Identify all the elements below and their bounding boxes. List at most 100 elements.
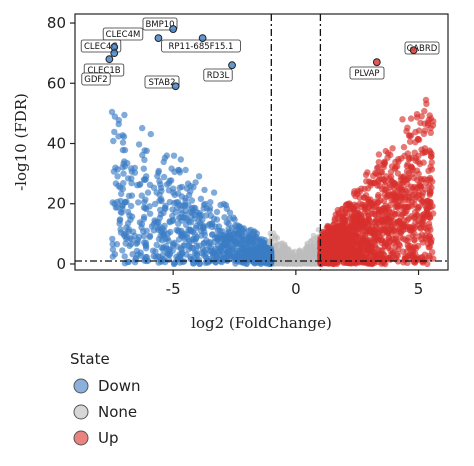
point-down xyxy=(244,253,252,261)
point-none xyxy=(295,251,302,258)
labeled-point-plvap xyxy=(372,58,381,67)
point-down xyxy=(146,232,154,240)
point-down xyxy=(187,253,194,260)
point-none xyxy=(281,260,287,267)
point-down xyxy=(134,182,141,189)
point-down xyxy=(143,173,150,180)
point-down xyxy=(223,249,231,256)
point-down xyxy=(163,181,171,188)
point-up xyxy=(377,197,384,204)
point-down xyxy=(142,196,149,203)
point-down xyxy=(117,226,124,233)
point-down xyxy=(226,215,233,222)
point-up xyxy=(345,225,352,232)
point-down xyxy=(222,242,230,249)
point-up xyxy=(426,112,433,119)
labeled-point-clec4m xyxy=(154,34,163,42)
point-down xyxy=(158,187,165,195)
point-up xyxy=(346,200,353,207)
point-down xyxy=(187,188,194,195)
point-none xyxy=(267,239,273,246)
point-up xyxy=(331,217,338,224)
point-down xyxy=(192,179,199,186)
point-up xyxy=(400,209,408,217)
point-down xyxy=(208,247,215,254)
point-up xyxy=(327,240,334,247)
point-none xyxy=(287,261,293,267)
point-down xyxy=(127,202,135,210)
point-up xyxy=(380,176,387,183)
point-up xyxy=(363,246,370,253)
point-down xyxy=(120,133,128,140)
point-none xyxy=(309,245,315,251)
point-up xyxy=(392,254,399,262)
point-down xyxy=(162,236,169,243)
point-down xyxy=(159,225,166,232)
point-down xyxy=(109,246,117,253)
point-down xyxy=(119,139,127,146)
point-up xyxy=(371,235,378,242)
point-down xyxy=(154,225,162,232)
labeled-point-rp11-685f15.1 xyxy=(198,34,207,42)
point-down xyxy=(141,239,148,246)
point-up xyxy=(358,258,366,266)
point-down xyxy=(178,193,185,200)
point-down xyxy=(244,240,252,247)
point-none xyxy=(275,253,282,260)
point-down xyxy=(210,189,218,196)
point-down xyxy=(177,156,184,163)
point-up xyxy=(426,203,433,210)
point-down xyxy=(224,257,231,264)
point-up xyxy=(375,159,382,166)
point-down xyxy=(206,220,213,228)
point-down xyxy=(174,204,181,211)
x-axis-title: log2 (FoldChange) xyxy=(191,314,332,332)
point-up xyxy=(397,224,404,232)
point-down xyxy=(135,199,142,206)
point-up xyxy=(381,159,388,167)
point-down xyxy=(126,212,133,219)
point-none xyxy=(290,252,297,259)
point-up xyxy=(328,230,335,237)
point-none xyxy=(277,240,284,247)
gene-label-rp11-685f15.1: RP11-685F15.1 xyxy=(169,42,234,52)
legend-swatch-down xyxy=(73,378,89,394)
point-up xyxy=(381,191,388,198)
point-down xyxy=(201,186,208,194)
point-up xyxy=(379,259,386,266)
point-up xyxy=(403,168,411,175)
labeled-point-stab2 xyxy=(171,82,180,91)
point-down xyxy=(193,242,200,250)
point-down xyxy=(135,141,143,148)
point-up xyxy=(399,248,407,255)
point-down xyxy=(121,146,129,154)
point-up xyxy=(406,132,413,140)
point-down xyxy=(216,227,224,234)
point-up xyxy=(340,258,347,265)
point-up xyxy=(404,150,411,157)
point-up xyxy=(343,253,350,260)
points-up-group xyxy=(317,96,437,268)
point-down xyxy=(203,212,210,219)
point-down xyxy=(203,237,210,244)
point-down xyxy=(116,216,124,223)
point-down xyxy=(207,212,214,219)
point-down xyxy=(184,180,192,187)
point-down xyxy=(212,259,219,266)
point-down xyxy=(155,253,163,261)
point-up xyxy=(428,166,436,173)
point-up xyxy=(351,188,358,195)
point-up xyxy=(421,120,428,127)
point-down xyxy=(108,108,116,116)
point-up xyxy=(333,231,340,238)
point-up xyxy=(427,198,434,206)
point-up xyxy=(395,158,402,165)
point-up xyxy=(332,255,339,262)
point-down xyxy=(221,214,228,221)
point-down xyxy=(152,248,159,255)
point-up xyxy=(367,179,374,186)
point-none xyxy=(275,260,282,266)
point-down xyxy=(120,170,127,177)
point-down xyxy=(182,166,189,174)
point-down xyxy=(152,218,159,226)
